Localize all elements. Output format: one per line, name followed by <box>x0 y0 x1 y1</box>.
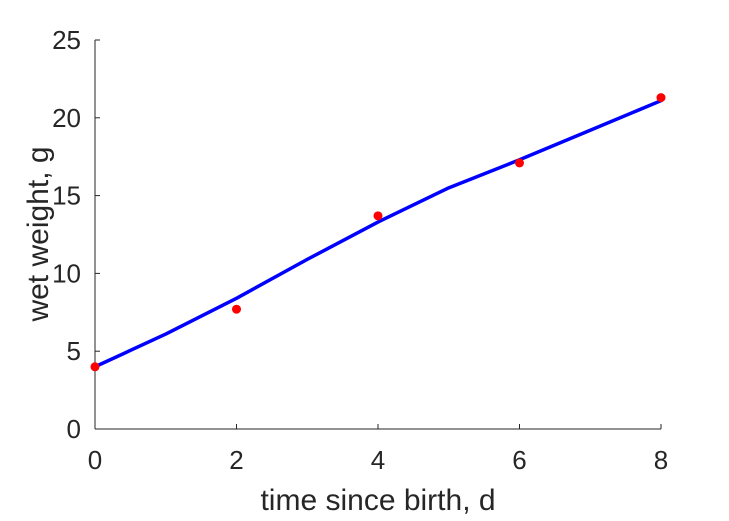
data-point <box>232 304 241 314</box>
data-point <box>656 93 666 103</box>
y-tick-label: 20 <box>52 103 81 133</box>
x-axis-label: time since birth, d <box>260 484 495 517</box>
data-point <box>90 362 100 372</box>
y-tick-label: 5 <box>67 336 81 366</box>
x-tick-label: 8 <box>654 445 668 475</box>
y-tick-label: 15 <box>52 181 81 211</box>
axes <box>94 40 661 430</box>
y-axis-label: wet weight, g <box>22 146 55 322</box>
fit-line <box>93 98 663 369</box>
x-tick-label: 6 <box>512 445 526 475</box>
y-tick-label: 0 <box>67 414 81 444</box>
data-point <box>373 211 383 221</box>
x-tick-label: 2 <box>229 445 243 475</box>
y-tick-label: 25 <box>52 25 81 55</box>
ticks: 0 5 10 15 20 25 0 2 4 6 8 <box>52 25 668 475</box>
x-tick-label: 0 <box>88 445 102 475</box>
data-point <box>515 158 524 168</box>
plot-area <box>90 93 666 372</box>
x-tick-label: 4 <box>371 445 385 475</box>
y-tick-label: 10 <box>52 258 81 288</box>
